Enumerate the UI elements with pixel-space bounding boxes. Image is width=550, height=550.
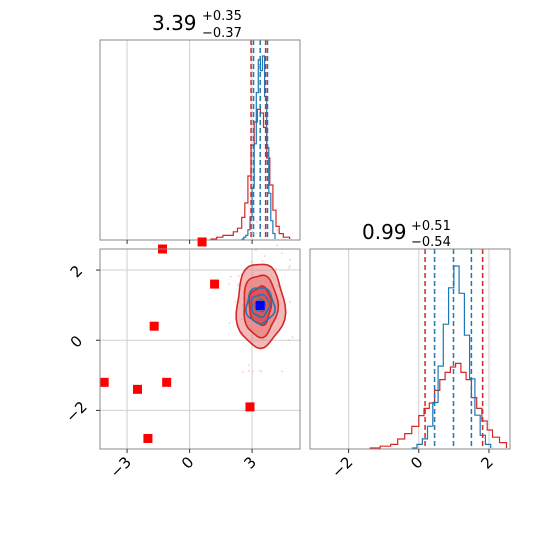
red-square-marker — [162, 377, 172, 387]
sample-point — [247, 369, 250, 372]
x-tick-label-param2: −2 — [328, 453, 356, 481]
sample-point — [228, 283, 230, 285]
sample-point — [263, 228, 266, 231]
contour-blue-middle — [250, 293, 271, 319]
title-param2: 0.99 — [362, 220, 407, 244]
sample-point — [280, 251, 283, 254]
sample-point — [288, 265, 291, 267]
sample-point — [255, 232, 258, 235]
title-param1-plus: +0.35 — [202, 9, 242, 24]
sample-point — [241, 371, 244, 374]
panel-frame — [99, 248, 301, 450]
marginal-panel-param1: 3.39 +0.35 −0.37 — [99, 9, 301, 244]
sample-point — [229, 275, 232, 278]
sample-point — [247, 364, 250, 367]
blue-square-marker — [255, 300, 265, 310]
sample-point — [252, 232, 255, 235]
panel-frame — [309, 248, 511, 450]
contour-blue-outer — [245, 287, 276, 325]
red-square-marker — [133, 384, 142, 394]
x-tick-label-param2: 2 — [477, 453, 496, 472]
histogram-blue-param1 — [241, 55, 276, 240]
x-tick-label-param2: 0 — [407, 453, 426, 472]
x-tick-label-param1: 3 — [240, 453, 259, 472]
y-tick-label-param2: −2 — [62, 398, 90, 426]
sample-point — [263, 255, 266, 257]
histogram-red-param2 — [369, 362, 508, 449]
sample-point — [291, 336, 294, 339]
joint-panel: −3 0 3 −2 0 2 — [62, 220, 301, 481]
title-param2-plus: +0.51 — [411, 219, 451, 234]
sample-point — [258, 369, 261, 372]
title-param1: 3.39 — [152, 11, 197, 35]
sample-point — [237, 283, 240, 285]
sample-point — [261, 224, 264, 227]
x-tick-label-param1: 0 — [178, 453, 197, 472]
red-square-marker — [99, 377, 109, 387]
sample-point — [255, 249, 257, 252]
contour-blue-inner — [254, 298, 267, 313]
y-tick-label-param2: 0 — [67, 332, 86, 351]
sample-point — [288, 339, 290, 342]
y-tick-label-param2: 2 — [67, 262, 86, 281]
sample-point — [276, 244, 279, 247]
panel-background — [100, 40, 300, 240]
sample-point — [237, 284, 240, 287]
sample-point — [255, 220, 258, 223]
sample-point — [275, 267, 278, 270]
sample-point — [228, 322, 231, 325]
title-param1-minus: −0.37 — [202, 26, 242, 41]
title-param2-minus: −0.54 — [411, 235, 451, 250]
red-square-marker — [143, 433, 153, 443]
marginal-panel-param2: −2 0 2 0.99 +0.51−0.54 — [309, 219, 511, 481]
sample-point — [261, 260, 264, 262]
sample-point — [289, 258, 292, 261]
sample-point — [250, 261, 253, 263]
red-square-marker — [197, 237, 207, 247]
sample-point — [276, 229, 279, 232]
sample-point — [237, 275, 240, 278]
red-square-marker — [245, 402, 255, 412]
sample-point — [281, 370, 284, 373]
sample-point — [234, 300, 237, 303]
red-square-marker — [210, 279, 220, 289]
sample-point — [288, 266, 290, 269]
sample-point — [251, 370, 254, 373]
histogram-blue-param2 — [411, 265, 492, 449]
x-tick-label-param1: −3 — [107, 453, 135, 481]
red-square-marker — [149, 321, 159, 331]
sample-point — [288, 300, 291, 303]
sample-point — [260, 370, 263, 373]
